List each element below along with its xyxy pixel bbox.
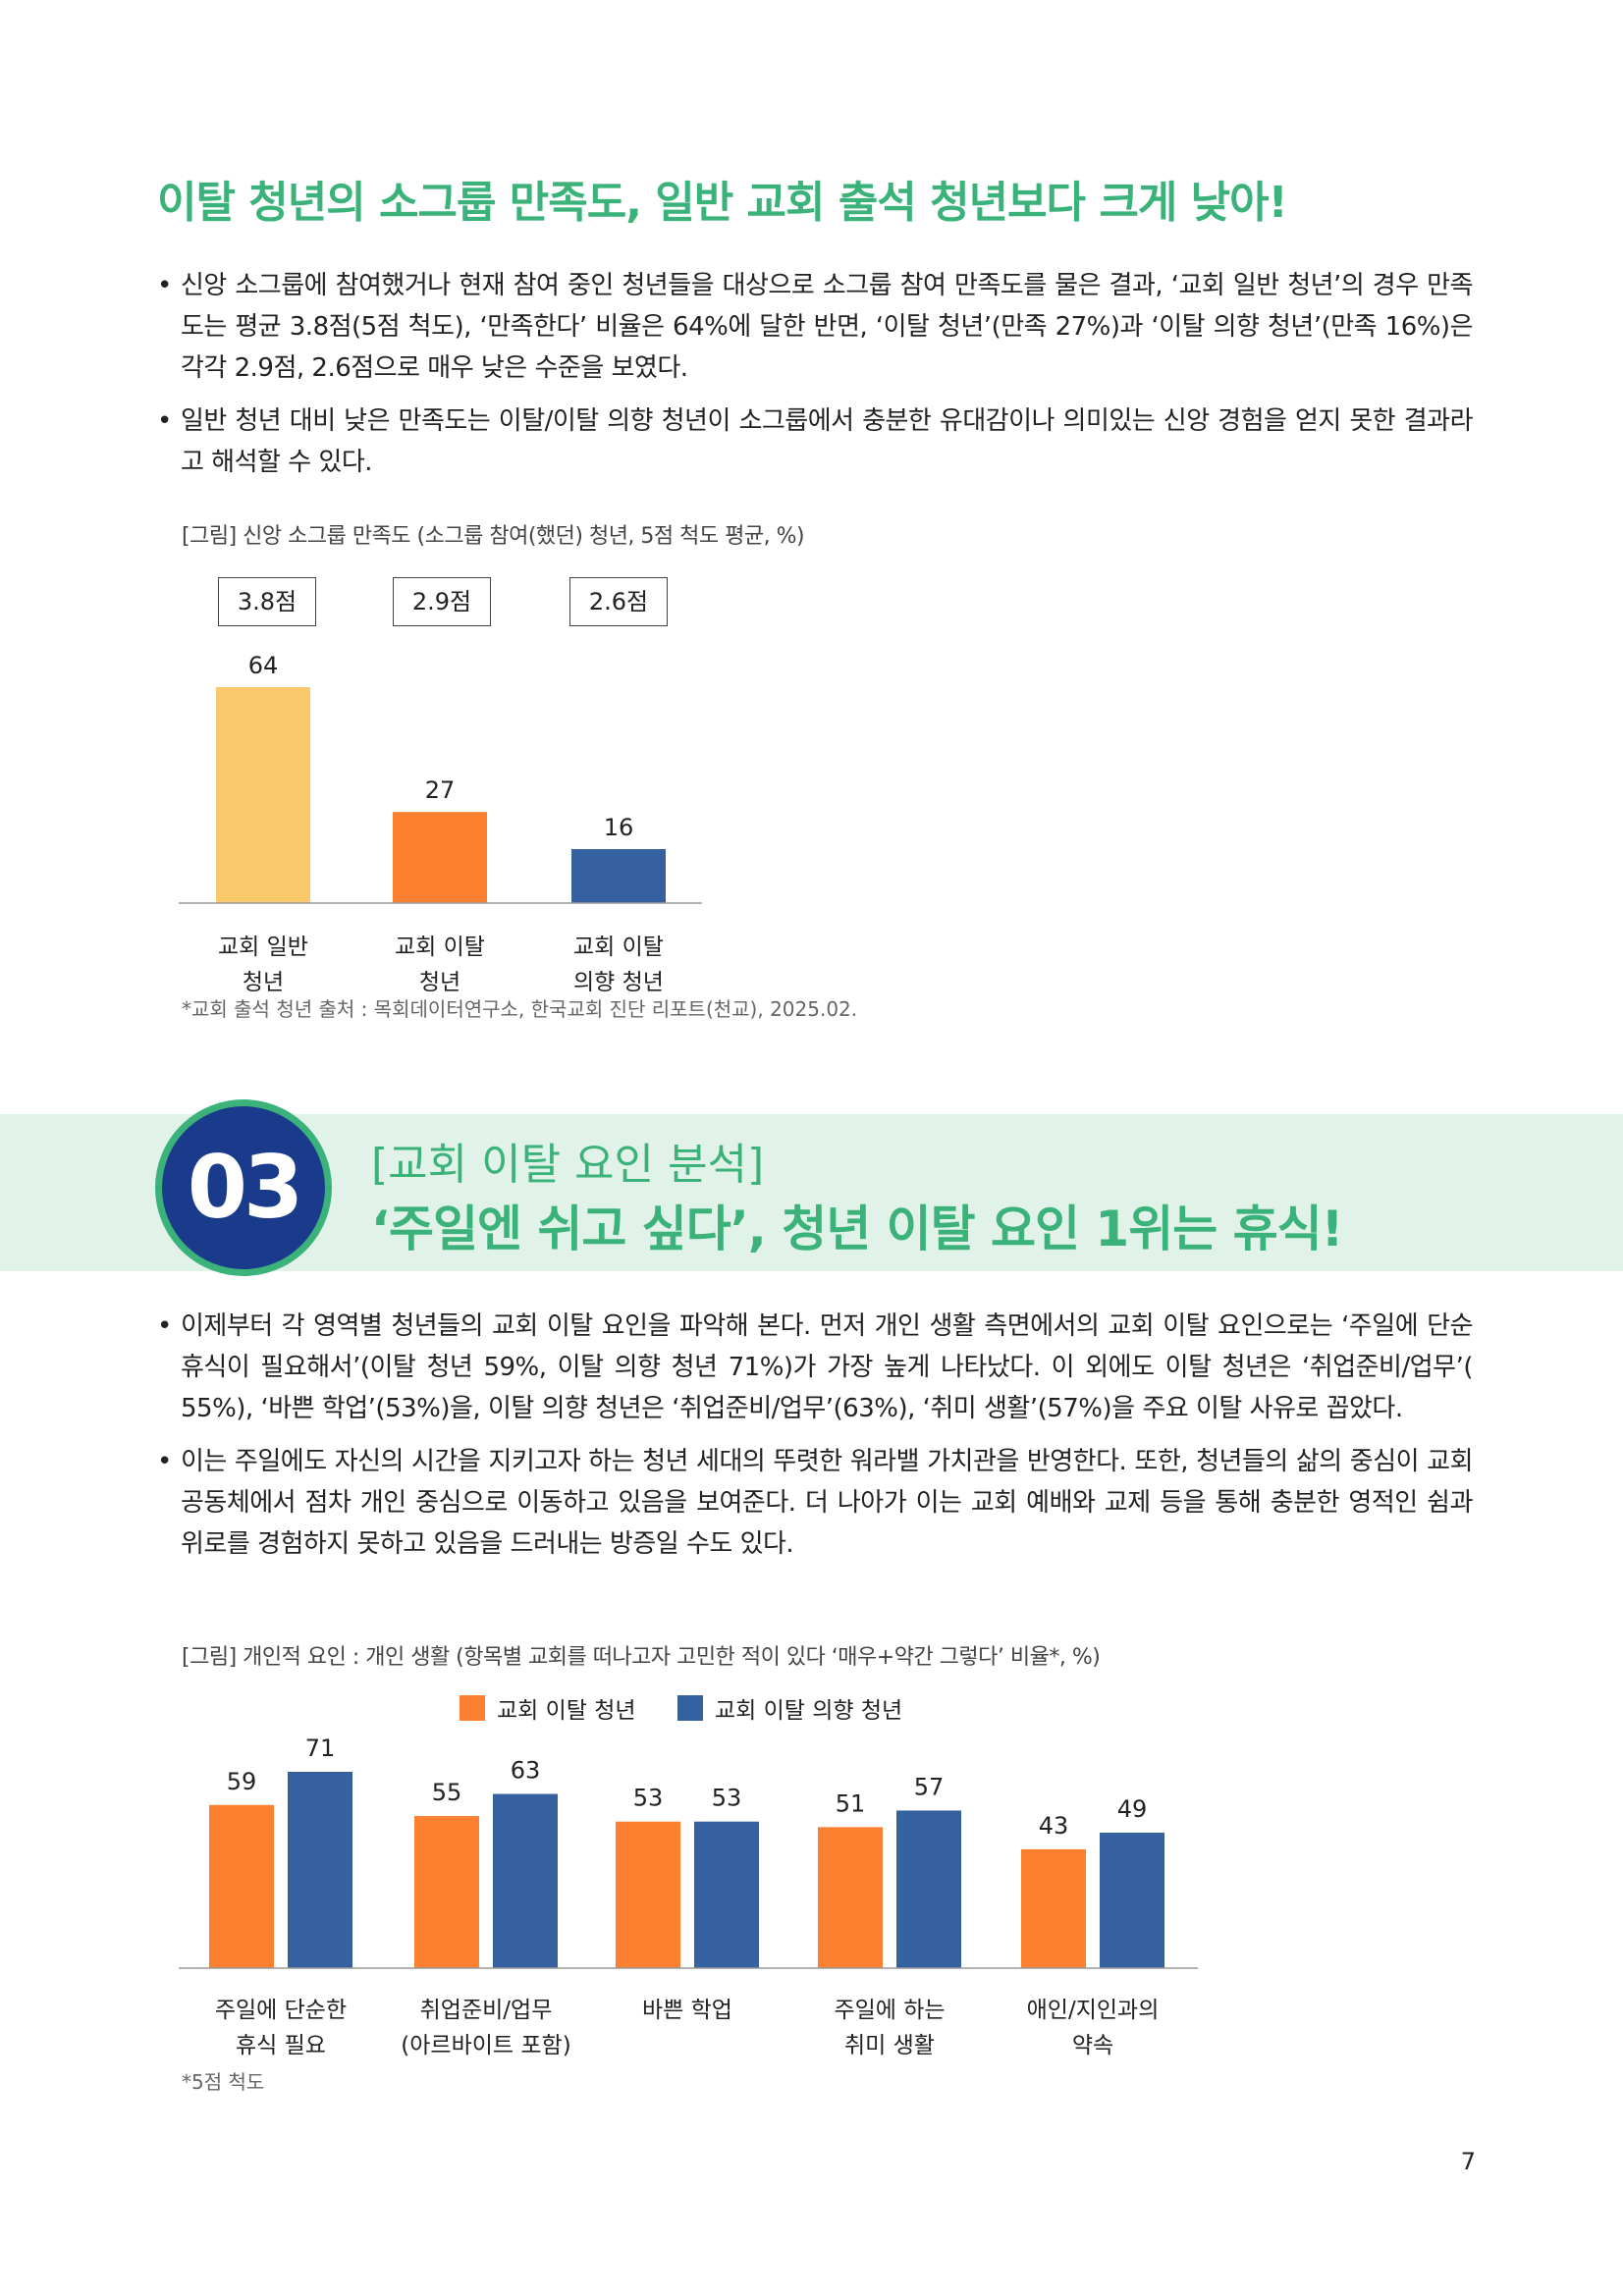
bar: [571, 849, 666, 903]
bar: [393, 812, 487, 903]
legend-swatch: [460, 1695, 485, 1721]
bar: [1021, 1848, 1086, 1968]
category-label: (아르바이트 포함): [401, 2033, 570, 2056]
chart1-caption: [그림] 신앙 소그룹 만족도 (소그룹 참여(했던) 청년, 5점 척도 평균…: [182, 524, 805, 549]
chart2-caption: [그림] 개인적 요인 : 개인 생활 (항목별 교회를 떠나고자 고민한 적이…: [182, 1645, 1101, 1670]
bar: [896, 1810, 961, 1968]
category-label: 주일에 하는: [834, 1998, 945, 2023]
legend-swatch: [677, 1695, 703, 1721]
data-label: 57: [914, 1773, 945, 1800]
category-label: 취업준비/업무: [420, 1998, 553, 2023]
category-label: 취미 생활: [844, 2033, 935, 2056]
data-label: 53: [633, 1785, 664, 1812]
section-subtitle: [교회 이탈 요인 분석]: [371, 1140, 765, 1190]
chart2-note: *5점 척도: [182, 2070, 265, 2094]
bar: [1100, 1832, 1164, 1968]
bar: [216, 687, 310, 903]
bullet-paragraph: 이는 주일에도 자신의 시간을 지키고자 하는 청년 세대의 뚜렷한 워라밸 가…: [157, 1441, 1474, 1565]
data-label: 43: [1039, 1812, 1069, 1840]
data-label: 53: [712, 1785, 742, 1812]
data-label: 51: [836, 1789, 866, 1817]
category-label: 청년: [243, 970, 284, 991]
section2-bullet-list: 이제부터 각 영역별 청년들의 교회 이탈 요인을 파악해 본다. 먼저 개인 …: [157, 1306, 1474, 1576]
data-label: 59: [227, 1768, 257, 1795]
bar: [209, 1804, 274, 1968]
score-box: 3.8점: [218, 577, 316, 626]
bar: [616, 1821, 680, 1968]
bar: [694, 1821, 759, 1968]
bullet-paragraph: 일반 청년 대비 낮은 만족도는 이탈/이탈 의향 청년이 소그룹에서 충분한 …: [157, 400, 1474, 483]
section1-bullet-list: 신앙 소그룹에 참여했거나 현재 참여 중인 청년들을 대상으로 소그룹 참여 …: [157, 265, 1474, 495]
bullet-paragraph: 이제부터 각 영역별 청년들의 교회 이탈 요인을 파악해 본다. 먼저 개인 …: [157, 1306, 1474, 1429]
data-label: 55: [432, 1779, 462, 1806]
category-label: 애인/지인과의: [1027, 1998, 1160, 2023]
bar: [288, 1772, 352, 1968]
category-label: 교회 이탈: [573, 934, 664, 960]
category-label: 교회 일반: [218, 934, 308, 960]
data-label: 71: [305, 1735, 336, 1762]
bullet-paragraph: 신앙 소그룹에 참여했거나 현재 참여 중인 청년들을 대상으로 소그룹 참여 …: [157, 265, 1474, 389]
legend-label: 교회 이탈 청년: [497, 1698, 636, 1724]
data-label: 16: [604, 814, 634, 841]
bar: [818, 1827, 883, 1968]
category-label: 교회 이탈: [395, 934, 485, 960]
chart1-source-note: *교회 출석 청년 출처 : 목회데이터연구소, 한국교회 진단 리포트(천교)…: [182, 997, 858, 1021]
section-number-badge: 03: [155, 1099, 332, 1276]
score-box: 2.6점: [569, 577, 668, 626]
category-label: 청년: [419, 970, 460, 991]
score-box: 2.9점: [393, 577, 491, 626]
data-label: 27: [425, 776, 456, 804]
category-label: 주일에 단순한: [215, 1998, 347, 2023]
category-label: 약속: [1072, 2033, 1113, 2056]
page-headline: 이탈 청년의 소그룹 만족도, 일반 교회 출석 청년보다 크게 낮아!: [157, 178, 1288, 228]
data-label: 49: [1117, 1795, 1148, 1823]
category-label: 바쁜 학업: [642, 1998, 732, 2023]
category-label: 의향 청년: [573, 970, 664, 991]
category-label: 휴식 필요: [236, 2033, 326, 2056]
legend-label: 교회 이탈 의향 청년: [715, 1698, 902, 1724]
page-number: 7: [1460, 2148, 1476, 2175]
bar: [414, 1816, 479, 1968]
bar: [493, 1793, 558, 1968]
data-label: 64: [248, 652, 279, 679]
data-label: 63: [511, 1757, 541, 1785]
section-title: ‘주일엔 쉬고 싶다’, 청년 이탈 요인 1위는 휴식!: [371, 1201, 1343, 1257]
